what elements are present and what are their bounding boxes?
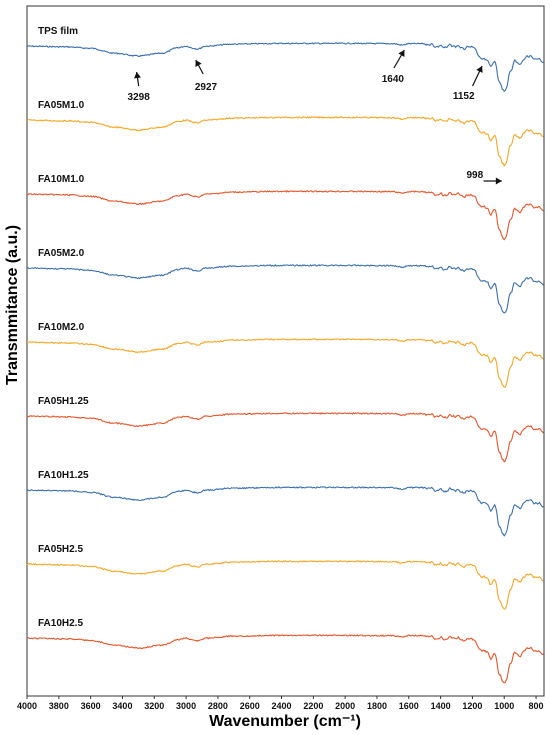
series-line-tps-film (26, 42, 544, 93)
annotation-label-2927: 2927 (195, 82, 218, 93)
series-line-fa10m2-0 (26, 338, 544, 388)
annotation-arrowhead-998 (495, 177, 502, 185)
plot-frame (26, 5, 545, 697)
series-line-fa10h2-5 (26, 634, 544, 684)
series-line-fa05h1-25 (26, 412, 544, 463)
series-line-fa10h1-25 (26, 486, 544, 537)
annotation-arrowhead-3298 (134, 72, 141, 79)
annotation-label-1640: 1640 (382, 74, 405, 85)
spectra-group (26, 42, 544, 684)
annotation-label-1152: 1152 (453, 91, 475, 102)
annotation-arrowhead-1640 (398, 50, 405, 57)
annotation-arrowhead-1152 (476, 66, 483, 73)
series-label-fa10m1-0: FA10M1.0 (38, 174, 85, 185)
x-tick-label: 2400 (272, 701, 292, 711)
x-tick-label: 2800 (208, 701, 228, 711)
x-tick-label: 3600 (81, 701, 101, 711)
x-tick-label: 2600 (240, 701, 260, 711)
series-line-fa05h2-5 (26, 560, 544, 610)
series-label-tps-film: TPS film (38, 26, 78, 37)
series-line-fa05m1-0 (26, 116, 544, 167)
annotations-group: 3298 2927 1640 1152 998 (128, 49, 502, 185)
series-label-fa05m1-0: FA05M1.0 (38, 100, 85, 111)
annotation-label-3298: 3298 (128, 92, 151, 103)
x-tick-label: 2000 (335, 701, 355, 711)
x-tick-label: 1400 (431, 701, 451, 711)
x-tick-label: 3400 (112, 701, 132, 711)
series-line-fa05m2-0 (26, 264, 544, 314)
x-axis-title: Wavenumber (cm⁻¹) (209, 713, 361, 730)
x-tick-label: 800 (529, 701, 544, 711)
x-tick-label: 2200 (303, 701, 323, 711)
trace-labels-group: TPS film FA05M1.0 FA10M1.0 FA05M2.0 FA10M2.0… (38, 26, 89, 629)
series-label-fa05h2-5: FA05H2.5 (38, 544, 83, 555)
x-tick-label: 3200 (144, 701, 164, 711)
series-label-fa05m2-0: FA05M2.0 (38, 248, 85, 259)
x-tick-label: 3800 (49, 701, 69, 711)
annotation-arrowhead-2927 (195, 60, 202, 67)
series-label-fa10h1-25: FA10H1.25 (38, 470, 89, 481)
series-label-fa05h1-25: FA05H1.25 (38, 396, 89, 407)
y-axis-title: Transmmitance (a.u.) (4, 225, 21, 385)
x-tick-label: 1600 (399, 701, 419, 711)
series-label-fa10h2-5: FA10H2.5 (38, 618, 83, 629)
series-line-fa10m1-0 (26, 189, 544, 241)
annotation-label-998: 998 (466, 170, 483, 181)
x-tick-label: 1800 (367, 701, 387, 711)
x-tick-label: 3000 (176, 701, 196, 711)
x-tick-label: 1000 (494, 701, 514, 711)
x-tick-label: 1200 (462, 701, 482, 711)
x-axis-ticks: 4000 3800 3600 3400 3200 3000 2800 2600 2400 2200… (17, 696, 544, 711)
series-label-fa10m2-0: FA10M2.0 (38, 322, 85, 333)
x-tick-label: 4000 (17, 701, 37, 711)
